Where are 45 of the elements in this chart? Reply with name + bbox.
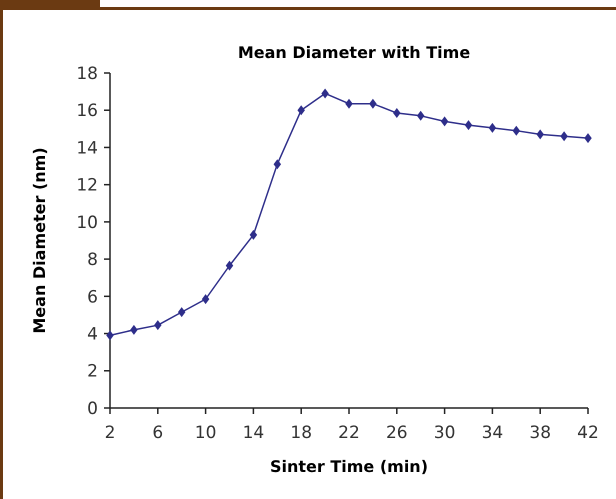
x-tick-label: 14	[242, 423, 264, 443]
y-axis-title: Mean Diameter (nm)	[30, 147, 49, 334]
y-tick-label: 16	[76, 101, 98, 122]
y-tick-label: 8	[87, 250, 98, 270]
x-tick-label: 30	[434, 423, 456, 443]
point	[321, 88, 329, 98]
point	[274, 159, 282, 170]
y-tick-label: 10	[76, 212, 98, 233]
point	[416, 110, 424, 121]
point	[536, 129, 544, 140]
y-tick-label: 6	[87, 287, 98, 308]
point	[130, 324, 138, 335]
y-tick-label: 4	[87, 324, 98, 345]
x-tick-label: 6	[152, 423, 164, 443]
point	[464, 120, 472, 130]
x-tick-label: 10	[194, 423, 216, 443]
x-tick-label: 18	[290, 423, 312, 443]
x-tick-label: 34	[482, 423, 504, 443]
y-tick-label: 18	[76, 64, 98, 84]
point	[178, 307, 186, 318]
x-tick-label: 38	[529, 423, 552, 443]
x-axis-title: Sinter Time (min)	[270, 457, 428, 476]
point	[250, 230, 258, 240]
y-tick-label: 14	[76, 138, 98, 158]
point	[297, 105, 305, 116]
x-tick-label: 42	[577, 423, 599, 443]
point	[560, 131, 568, 142]
x-tick-label: 22	[338, 423, 360, 443]
point	[226, 260, 234, 271]
point	[106, 330, 114, 340]
point	[345, 98, 353, 109]
y-tick-label: 12	[76, 176, 98, 196]
point	[512, 126, 520, 136]
point	[154, 320, 162, 330]
point	[488, 122, 496, 133]
point	[440, 116, 448, 126]
x-tick-label: 2	[104, 423, 116, 443]
point	[393, 108, 401, 118]
point	[202, 294, 210, 304]
point	[584, 133, 592, 144]
y-tick-label: 0	[87, 398, 98, 419]
point	[369, 98, 377, 109]
x-tick-label: 26	[386, 423, 408, 443]
y-tick-label: 2	[87, 362, 98, 382]
chart-title: Mean Diameter with Time	[238, 43, 470, 62]
